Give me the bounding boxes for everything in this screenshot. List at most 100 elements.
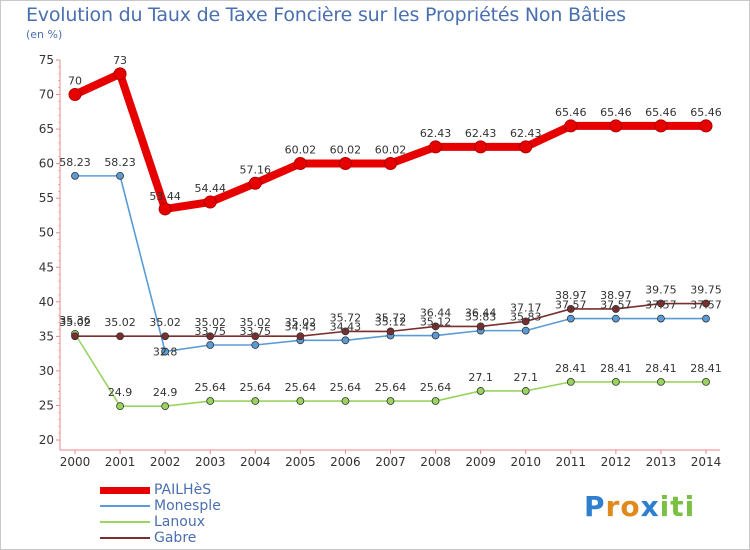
data-label: 25.64 <box>240 381 272 394</box>
logo-letter: i <box>659 490 671 523</box>
data-point <box>657 314 665 323</box>
y-tick-label: 55 <box>39 191 54 205</box>
x-tick-label: 2001 <box>105 455 136 469</box>
data-label: 38.97 <box>600 289 632 302</box>
data-point <box>71 171 79 180</box>
x-tick-label: 2000 <box>60 455 91 469</box>
data-point <box>431 331 440 340</box>
data-point <box>521 326 530 335</box>
x-tick-label: 2008 <box>420 455 451 469</box>
legend-label-monesple: Monesple <box>154 498 221 514</box>
data-label: 34.43 <box>285 320 317 333</box>
data-label: 25.64 <box>330 381 362 394</box>
data-label: 35.83 <box>510 311 542 324</box>
data-label: 28.41 <box>555 362 587 375</box>
legend-label-pailhes: PAILHèS <box>154 482 212 498</box>
data-point <box>251 397 260 405</box>
data-point <box>476 322 485 331</box>
data-label: 25.64 <box>194 381 226 394</box>
data-point <box>71 332 79 341</box>
legend-label-gabre: Gabre <box>154 530 197 546</box>
data-label: 35.72 <box>330 311 362 324</box>
legend-item-gabre: Gabre <box>100 530 300 546</box>
data-label: 37.57 <box>555 299 587 312</box>
legend-label-lanoux: Lanoux <box>154 514 205 530</box>
data-point <box>113 67 127 81</box>
data-point <box>474 140 488 154</box>
legend-swatch-gabre <box>100 537 150 539</box>
logo-letter: x <box>640 490 660 523</box>
data-point <box>116 332 124 341</box>
logo-letter: r <box>605 490 621 523</box>
data-label: 65.46 <box>690 106 722 119</box>
y-tick-label: 35 <box>39 329 54 343</box>
legend-item-lanoux: Lanoux <box>100 514 300 530</box>
data-point <box>68 88 82 102</box>
x-tick-label: 2003 <box>195 455 226 469</box>
data-point <box>657 299 665 308</box>
x-tick-label: 2010 <box>510 455 541 469</box>
y-tick-label: 40 <box>39 295 54 309</box>
data-point <box>611 314 620 323</box>
x-tick-label: 2012 <box>601 455 632 469</box>
data-label: 37.57 <box>690 299 722 312</box>
logo-letter: i <box>684 490 696 523</box>
legend-swatch-monesple <box>100 505 150 507</box>
y-tick-label: 60 <box>39 157 54 171</box>
chart-title: Evolution du Taux de Taxe Foncière sur l… <box>26 4 626 26</box>
x-tick-label: 2005 <box>285 455 316 469</box>
data-point <box>386 327 395 336</box>
data-point <box>611 305 620 313</box>
data-label: 25.64 <box>285 381 317 394</box>
legend-swatch-pailhes <box>100 487 150 494</box>
data-label: 35.12 <box>420 316 452 329</box>
series-line-pailhès <box>71 69 710 213</box>
data-point <box>611 377 620 386</box>
data-label: 35.72 <box>375 311 407 324</box>
x-tick-label: 2007 <box>375 455 406 469</box>
data-label: 28.41 <box>600 362 632 375</box>
legend-swatch-lanoux <box>100 521 150 523</box>
data-label: 36.44 <box>465 306 497 319</box>
legend: PAILHèS Monesple Lanoux Gabre <box>100 482 300 546</box>
y-tick-label: 70 <box>39 88 54 102</box>
y-tick-label: 75 <box>39 53 54 67</box>
data-point <box>702 377 710 386</box>
data-point <box>116 402 124 411</box>
data-label: 25.64 <box>375 381 407 394</box>
data-point <box>341 397 350 405</box>
data-point <box>476 387 485 395</box>
x-tick-label: 2013 <box>646 455 677 469</box>
data-label: 25.64 <box>420 381 452 394</box>
data-label: 60.02 <box>330 143 362 156</box>
data-label: 37.57 <box>600 299 632 312</box>
y-tick-label: 65 <box>39 122 54 136</box>
data-label: 37.57 <box>645 299 677 312</box>
data-label: 65.46 <box>645 106 677 119</box>
data-label: 24.9 <box>153 386 178 399</box>
data-point <box>203 195 217 209</box>
data-point <box>384 156 397 170</box>
data-point <box>161 347 170 356</box>
data-label: 34.43 <box>330 320 362 333</box>
x-tick-label: 2002 <box>150 455 181 469</box>
x-tick-label: 2004 <box>240 455 271 469</box>
data-label: 57.16 <box>240 163 272 176</box>
data-point <box>296 397 305 405</box>
data-label: 24.9 <box>108 386 133 399</box>
data-point <box>161 332 170 341</box>
data-point <box>296 332 305 341</box>
data-label: 35.02 <box>285 316 317 329</box>
data-label: 35.02 <box>104 316 136 329</box>
data-point <box>206 341 215 349</box>
data-label: 62.43 <box>510 127 542 140</box>
data-label: 58.23 <box>104 156 136 169</box>
data-label: 58.23 <box>59 156 91 169</box>
data-label: 38.97 <box>555 289 587 302</box>
data-point <box>566 305 575 313</box>
data-label: 60.02 <box>375 143 407 156</box>
data-point <box>566 314 575 323</box>
data-point <box>158 202 172 216</box>
data-label: 73 <box>113 54 127 67</box>
data-label: 54.44 <box>194 182 226 195</box>
